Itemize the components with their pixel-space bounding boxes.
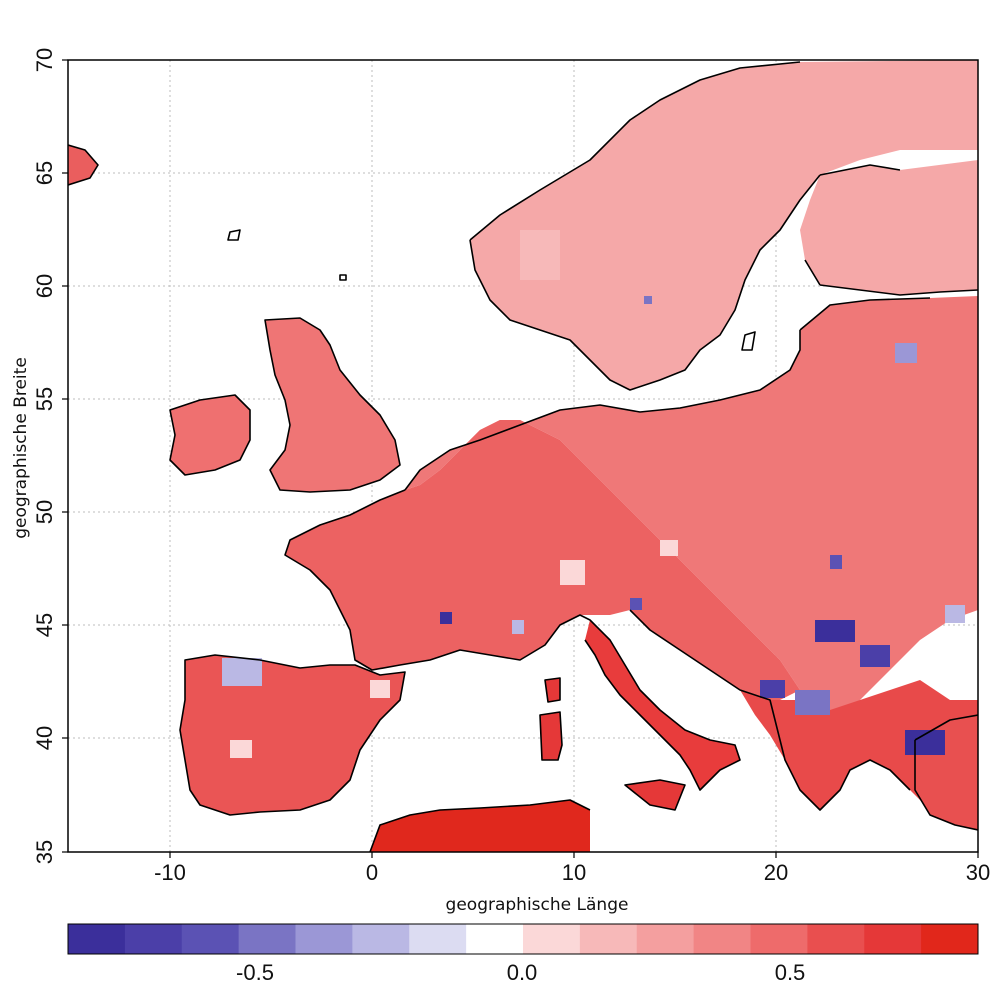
scandinavia-landmass [470, 60, 978, 390]
y-tick-label: 55 [32, 387, 57, 411]
coastlines [68, 61, 978, 852]
x-tick-label: 10 [562, 860, 586, 885]
finland-landmass [800, 160, 978, 295]
y-tick-label: 45 [32, 613, 57, 637]
y-tick-label: 35 [32, 840, 57, 864]
colorbar-segment [579, 924, 638, 954]
corsica-landmass [545, 678, 560, 702]
colorbar-segment [181, 924, 240, 954]
y-tick-label: 70 [32, 48, 57, 72]
colorbar-tick-label: 0.5 [775, 960, 806, 985]
y-tick-label: 40 [32, 726, 57, 750]
colorbar-tick-label: 0.0 [507, 960, 538, 985]
colorbar-segment [238, 924, 297, 954]
colorbar-segment [750, 924, 808, 954]
iceland-fragment [68, 145, 98, 185]
y-axis-ticks [62, 59, 68, 853]
italy-landmass [585, 620, 740, 790]
colorbar-segment [693, 924, 752, 954]
colorbar-segment [636, 924, 695, 954]
land-layer [68, 60, 978, 852]
sardinia-landmass [540, 712, 562, 760]
negative-anomaly-patches [222, 296, 965, 755]
sicily-landmass [625, 780, 685, 810]
ireland-landmass [170, 395, 250, 475]
colorbar-segment [466, 924, 524, 954]
central-europe-landmass [285, 420, 800, 700]
colorbar-segment [807, 924, 865, 954]
near-zero-patches [230, 230, 678, 758]
colorbar-segment [409, 924, 467, 954]
colorbar-tick-label: -0.5 [236, 960, 274, 985]
iberia-landmass [180, 655, 405, 815]
x-tick-label: -10 [154, 860, 186, 885]
colorbar-segment [352, 924, 410, 954]
y-axis-title: geographische Breite [11, 357, 31, 539]
colorbar-segment [523, 924, 581, 954]
y-tick-label: 50 [32, 500, 57, 524]
x-axis-ticks [169, 852, 979, 858]
plot-border [67, 59, 979, 853]
colorbar-segment [124, 924, 183, 954]
eastern-europe-landmass [405, 296, 978, 720]
great-britain-landmass [265, 318, 400, 492]
y-tick-label: 65 [32, 161, 57, 185]
x-tick-label: 0 [366, 860, 378, 885]
colorbar-segment [295, 924, 353, 954]
colorbar-segment [921, 924, 979, 954]
x-tick-label: 20 [764, 860, 788, 885]
x-axis-title: geographische Länge [446, 895, 629, 915]
colorbar [68, 924, 979, 954]
colorbar-segment [68, 924, 126, 954]
y-tick-label: 60 [32, 274, 57, 298]
colorbar-border [67, 923, 979, 955]
colorbar-segment [864, 924, 922, 954]
x-tick-label: 30 [966, 860, 990, 885]
